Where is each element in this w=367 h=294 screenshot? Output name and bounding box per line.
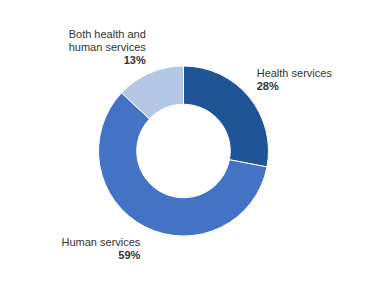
slice <box>122 66 184 119</box>
slice <box>98 93 266 236</box>
slice-label-line: human services <box>69 41 147 53</box>
slices <box>98 66 268 236</box>
donut <box>98 66 268 236</box>
slice-label-line: Human services <box>62 236 141 248</box>
slice-label: Health services <box>257 67 333 79</box>
slice-label-line: Both health and <box>69 28 146 40</box>
slice-label: Human services <box>62 236 141 248</box>
value-label: 13% <box>124 54 146 66</box>
slice-label: Both health andhuman services <box>69 28 147 53</box>
chart: Health services28% Human services59% Both … <box>0 0 367 294</box>
labels: Health services28% Human services59% Both … <box>62 28 333 261</box>
value-label: 28% <box>257 80 279 92</box>
value-label: 59% <box>118 249 140 261</box>
slice-label-line: Health services <box>257 67 333 79</box>
